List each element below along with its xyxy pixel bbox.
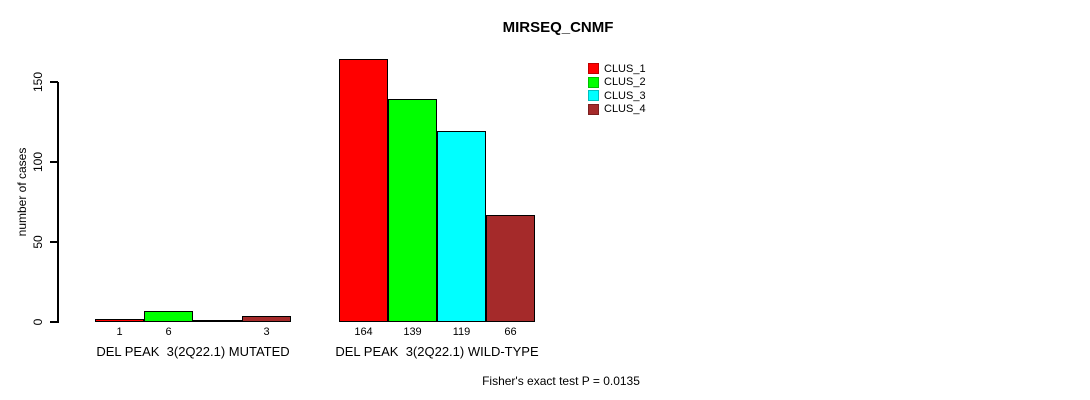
bar-value-label: 164	[354, 326, 373, 338]
y-axis-line	[57, 82, 59, 323]
chart-title: MIRSEQ_CNMF	[502, 19, 614, 36]
y-axis-tick-label: 100	[31, 151, 45, 173]
legend-label: CLUS_3	[604, 89, 646, 102]
bar-value-label: 6	[165, 326, 172, 338]
group-label-wildtype: DEL PEAK 3(2Q22.1) WILD-TYPE	[335, 344, 539, 359]
bar-clus_1-wildtype	[339, 58, 388, 322]
y-axis-tick-label: 150	[31, 71, 45, 93]
legend-item-clus_2: CLUS_2	[588, 76, 646, 90]
y-axis-tick	[50, 241, 58, 243]
fisher-test-note: Fisher's exact test P = 0.0135	[482, 374, 640, 388]
y-axis-title: number of cases	[15, 147, 29, 237]
bar-value-label: 119	[452, 326, 471, 338]
y-axis-tick-label: 50	[31, 235, 45, 249]
legend-item-clus_3: CLUS_3	[588, 89, 646, 103]
bar-clus_2-wildtype	[388, 98, 437, 322]
bar-value-label: 1	[116, 326, 123, 338]
legend-item-clus_4: CLUS_4	[588, 103, 646, 117]
y-axis-tick	[50, 161, 58, 163]
bar-clus_1-mutated	[95, 319, 144, 322]
legend-swatch-icon	[588, 103, 599, 115]
legend-swatch-icon	[588, 76, 599, 88]
legend-swatch-icon	[588, 90, 599, 102]
bar-clus_3-wildtype	[437, 130, 486, 322]
bar-clus_4-wildtype	[486, 215, 535, 322]
legend-label: CLUS_1	[604, 62, 646, 75]
y-axis-tick	[50, 321, 58, 323]
bar-clus_2-mutated	[144, 311, 193, 322]
legend-swatch-icon	[588, 63, 599, 75]
y-axis-tick	[50, 81, 58, 83]
legend-label: CLUS_4	[604, 103, 646, 116]
legend: CLUS_1 CLUS_2 CLUS_3 CLUS_4	[588, 62, 646, 116]
y-axis-tick-label: 0	[31, 318, 45, 326]
legend-item-clus_1: CLUS_1	[588, 62, 646, 76]
legend-label: CLUS_2	[604, 76, 646, 89]
group-label-mutated: DEL PEAK 3(2Q22.1) MUTATED	[96, 344, 290, 359]
bar-value-label: 3	[263, 326, 270, 338]
bar-clus_4-mutated	[242, 316, 291, 322]
bar-value-label: 139	[403, 326, 422, 338]
bar-clus_3-mutated	[193, 320, 242, 322]
bar-value-label: 66	[504, 326, 517, 338]
